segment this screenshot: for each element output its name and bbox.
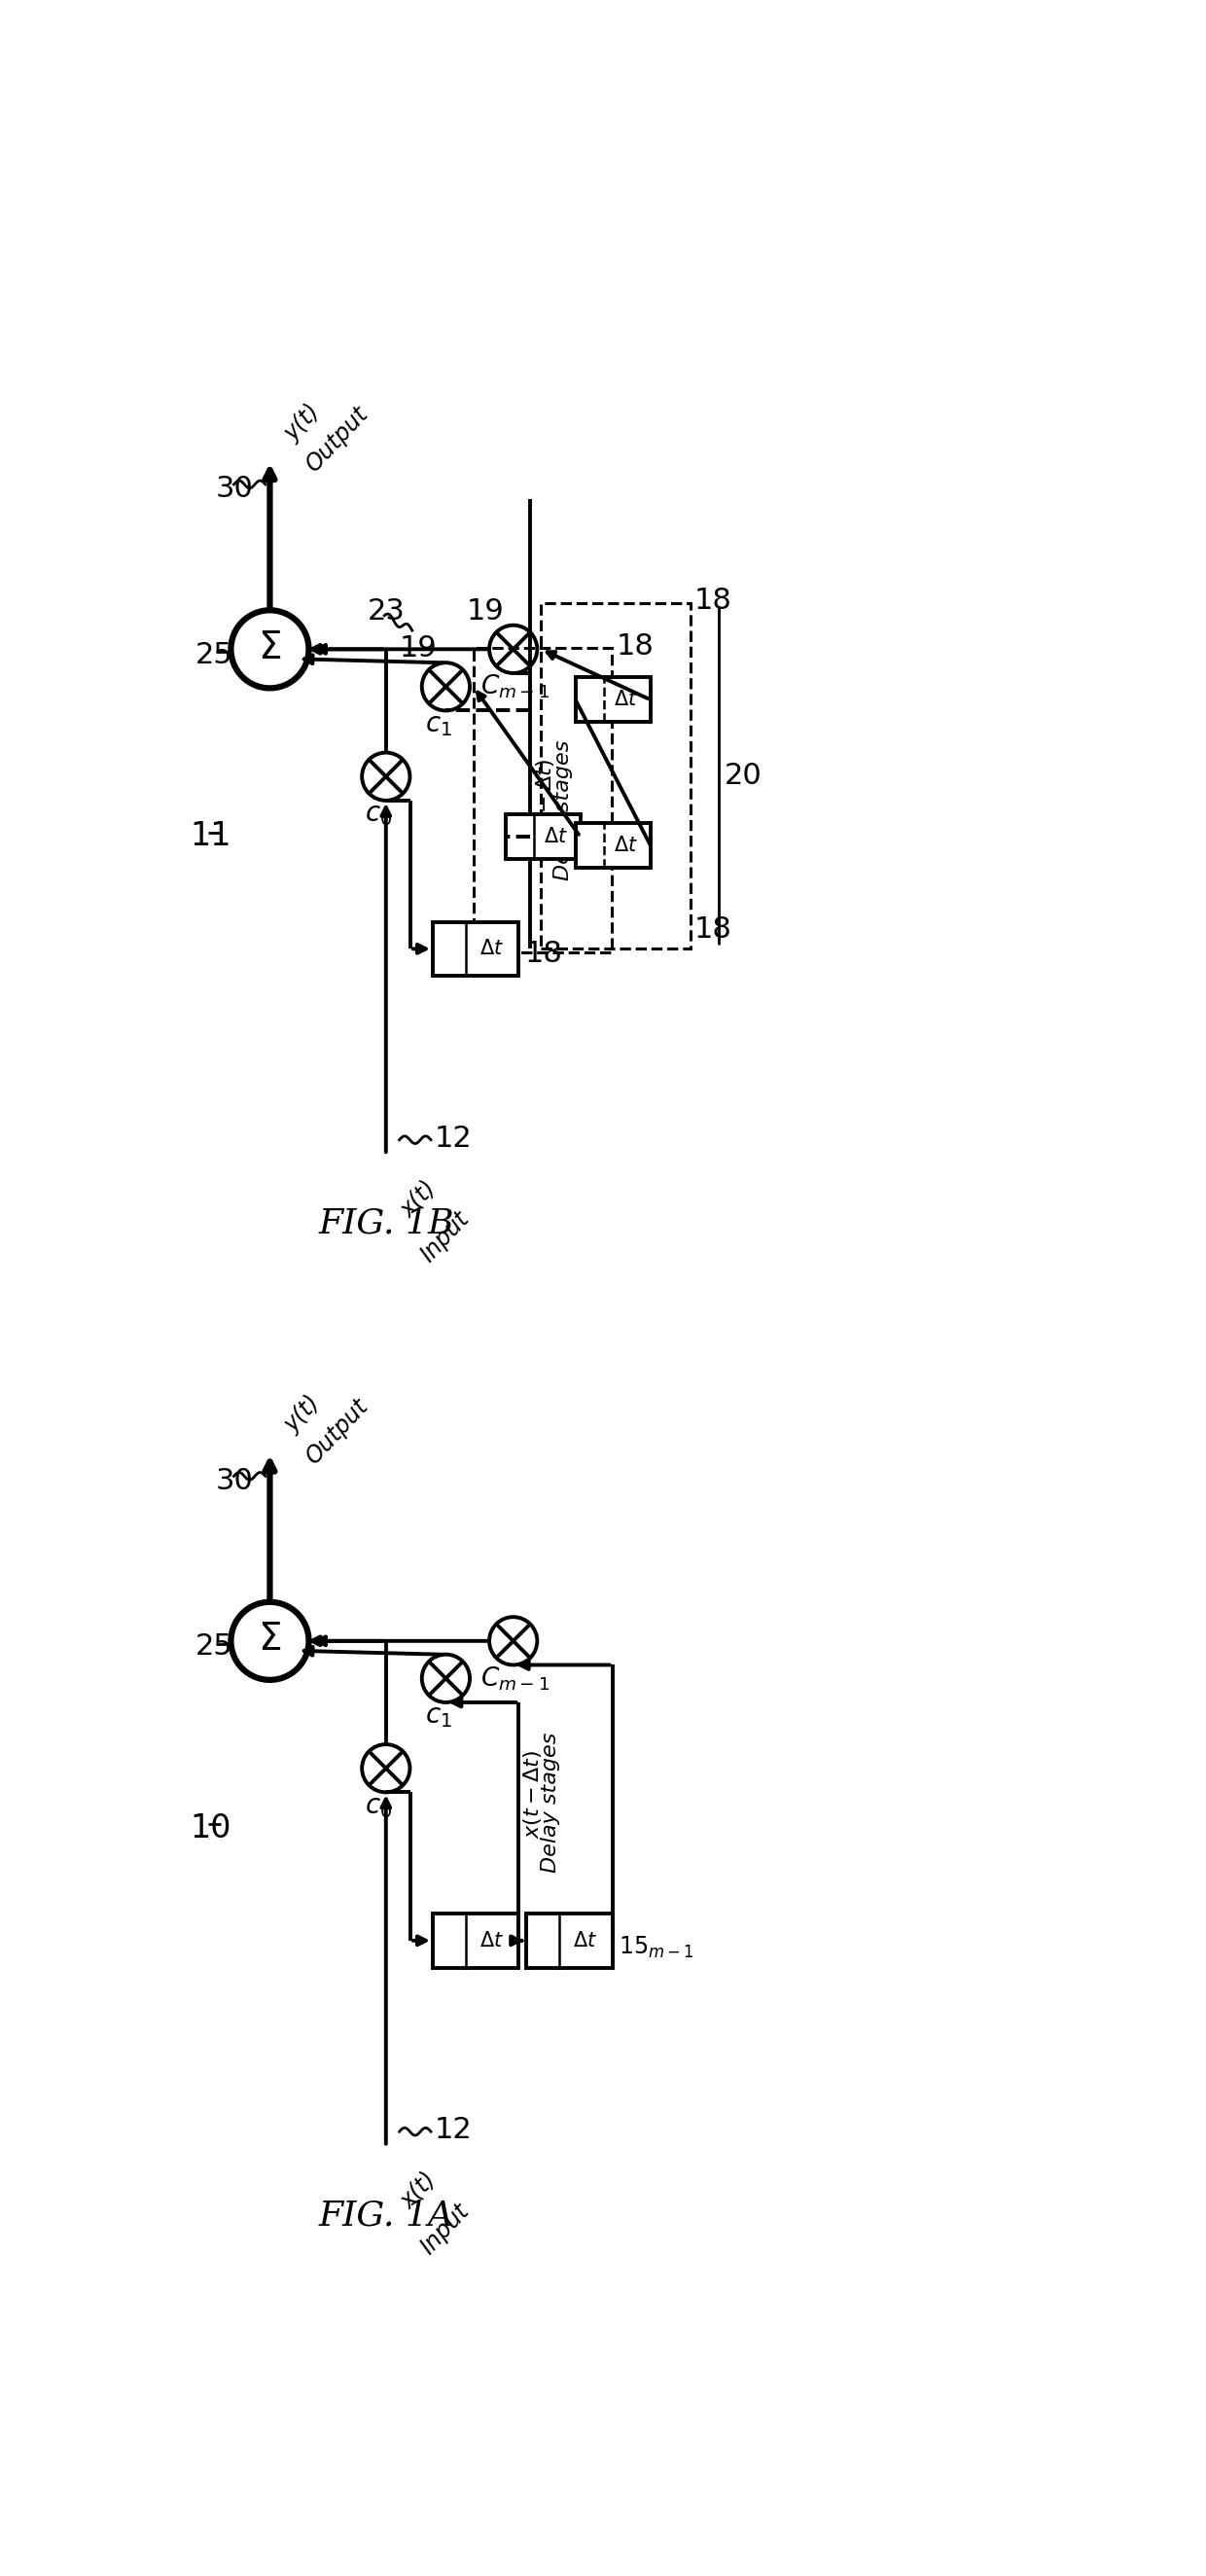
Text: Output: Output xyxy=(302,402,373,477)
Text: 30: 30 xyxy=(216,1466,253,1494)
Text: x(t): x(t) xyxy=(396,2166,440,2213)
Text: 20: 20 xyxy=(725,762,762,791)
Text: $c_1$: $c_1$ xyxy=(425,1703,452,1731)
Text: x(t): x(t) xyxy=(396,1175,440,1221)
Bar xyxy=(474,647,613,953)
Text: FIG. 1A: FIG. 1A xyxy=(318,2200,453,2231)
Text: Delay stages: Delay stages xyxy=(540,1731,560,1873)
Text: 12: 12 xyxy=(434,2115,473,2143)
Text: Delay stages: Delay stages xyxy=(554,739,573,881)
Text: $x(t-\Delta t)$: $x(t-\Delta t)$ xyxy=(521,1749,544,1839)
Bar xyxy=(433,922,519,976)
Text: 25: 25 xyxy=(195,641,233,670)
Text: Input: Input xyxy=(416,2200,474,2259)
Text: $\Delta t$: $\Delta t$ xyxy=(544,827,568,848)
Text: $\Delta t$: $\Delta t$ xyxy=(573,1932,597,1950)
Bar xyxy=(541,603,691,948)
Text: $x(t-\Delta t)$: $x(t-\Delta t)$ xyxy=(534,757,556,848)
Text: y(t): y(t) xyxy=(280,399,326,446)
Text: 19: 19 xyxy=(399,634,437,662)
Text: 18: 18 xyxy=(525,940,563,969)
Text: 23: 23 xyxy=(367,598,405,626)
Text: $\Delta t$: $\Delta t$ xyxy=(614,690,638,708)
Text: 30: 30 xyxy=(216,474,253,502)
Text: $15_{m-1}$: $15_{m-1}$ xyxy=(619,1935,693,1960)
Text: Output: Output xyxy=(302,1394,373,1468)
Text: $C_{m-1}$: $C_{m-1}$ xyxy=(480,1664,549,1692)
Text: 11: 11 xyxy=(189,819,232,853)
Text: $\Sigma$: $\Sigma$ xyxy=(258,1620,281,1659)
Bar xyxy=(505,814,580,860)
Bar xyxy=(433,1914,519,1968)
Text: 12: 12 xyxy=(434,1123,473,1151)
Text: $C_{m-1}$: $C_{m-1}$ xyxy=(480,672,549,701)
Text: $\Delta t$: $\Delta t$ xyxy=(614,835,638,855)
Text: 25: 25 xyxy=(195,1633,233,1662)
Text: $c_0$: $c_0$ xyxy=(364,1793,392,1819)
Text: 18: 18 xyxy=(695,914,732,943)
Text: $\Delta t$: $\Delta t$ xyxy=(479,1932,503,1950)
Text: 18: 18 xyxy=(695,587,732,616)
Text: y(t): y(t) xyxy=(280,1391,326,1437)
Text: FIG. 1B: FIG. 1B xyxy=(318,1208,453,1239)
Circle shape xyxy=(230,611,309,688)
Text: $c_1$: $c_1$ xyxy=(425,711,452,739)
Text: 18: 18 xyxy=(616,634,654,662)
Text: $\Sigma$: $\Sigma$ xyxy=(258,629,281,667)
Bar xyxy=(575,822,650,868)
Bar xyxy=(526,1914,613,1968)
Text: $c_0$: $c_0$ xyxy=(364,801,392,827)
Text: $\Delta t$: $\Delta t$ xyxy=(479,940,503,958)
Text: 10: 10 xyxy=(189,1811,232,1844)
Circle shape xyxy=(230,1602,309,1680)
Text: $15_1$: $15_1$ xyxy=(525,1935,564,1960)
Text: 19: 19 xyxy=(467,598,504,626)
Bar xyxy=(575,677,650,721)
Text: Input: Input xyxy=(416,1208,474,1267)
